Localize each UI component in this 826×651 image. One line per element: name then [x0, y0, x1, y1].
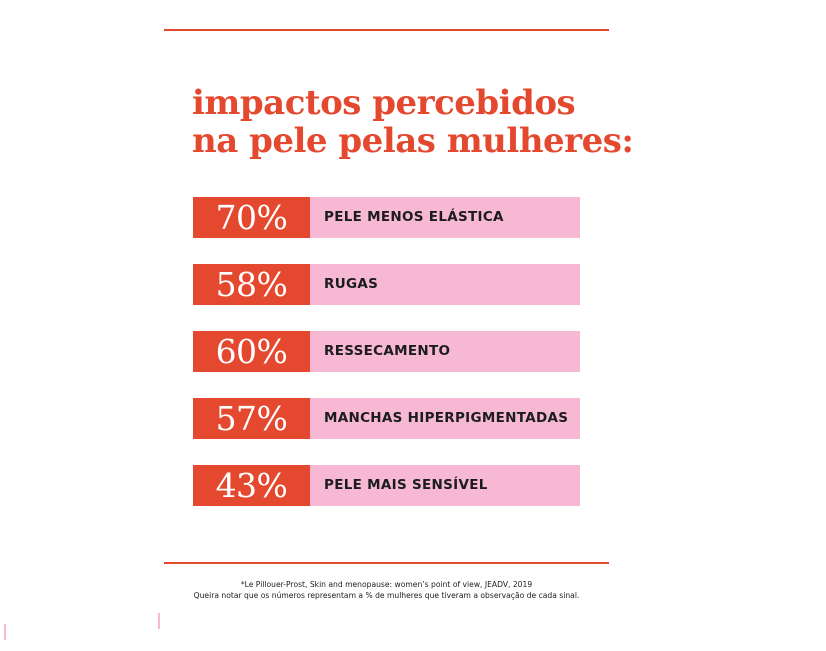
edge-mark-inner	[158, 613, 160, 629]
stat-row: 58% RUGAS	[193, 264, 580, 305]
stat-percentage: 43%	[193, 465, 310, 506]
stat-percentage: 57%	[193, 398, 310, 439]
footnote-note: Queira notar que os números representam …	[193, 590, 580, 600]
edge-mark-left	[4, 624, 6, 640]
stat-rows: 70% PELE MENOS ELÁSTICA 58% RUGAS 60% RESSECA…	[193, 197, 580, 532]
stat-row: 57% MANCHAS HIPERPIGMENTADAS	[193, 398, 580, 439]
stat-label: RUGAS	[324, 276, 379, 292]
footnote: *Le Pillouer-Prost, Skin and menopause: …	[164, 580, 609, 601]
stat-row: 43% PELE MAIS SENSÍVEL	[193, 465, 580, 506]
stat-percentage: 58%	[193, 264, 310, 305]
chart-title-line-2: na pele pelas mulheres:	[192, 121, 634, 161]
chart-title: impactos percebidos na pele pelas mulher…	[192, 83, 634, 161]
stat-row: 70% PELE MENOS ELÁSTICA	[193, 197, 580, 238]
stat-label: MANCHAS HIPERPIGMENTADAS	[324, 410, 569, 426]
bottom-divider	[164, 562, 609, 564]
stat-label: PELE MENOS ELÁSTICA	[324, 209, 504, 225]
stat-row: 60% RESSECAMENTO	[193, 331, 580, 372]
stat-percentage: 60%	[193, 331, 310, 372]
chart-title-line-1: impactos percebidos	[192, 83, 576, 123]
footnote-citation: *Le Pillouer-Prost, Skin and menopause: …	[240, 580, 533, 589]
stat-label: RESSECAMENTO	[324, 343, 451, 359]
stat-percentage: 70%	[193, 197, 310, 238]
stat-label: PELE MAIS SENSÍVEL	[324, 477, 488, 493]
top-divider	[164, 29, 609, 31]
